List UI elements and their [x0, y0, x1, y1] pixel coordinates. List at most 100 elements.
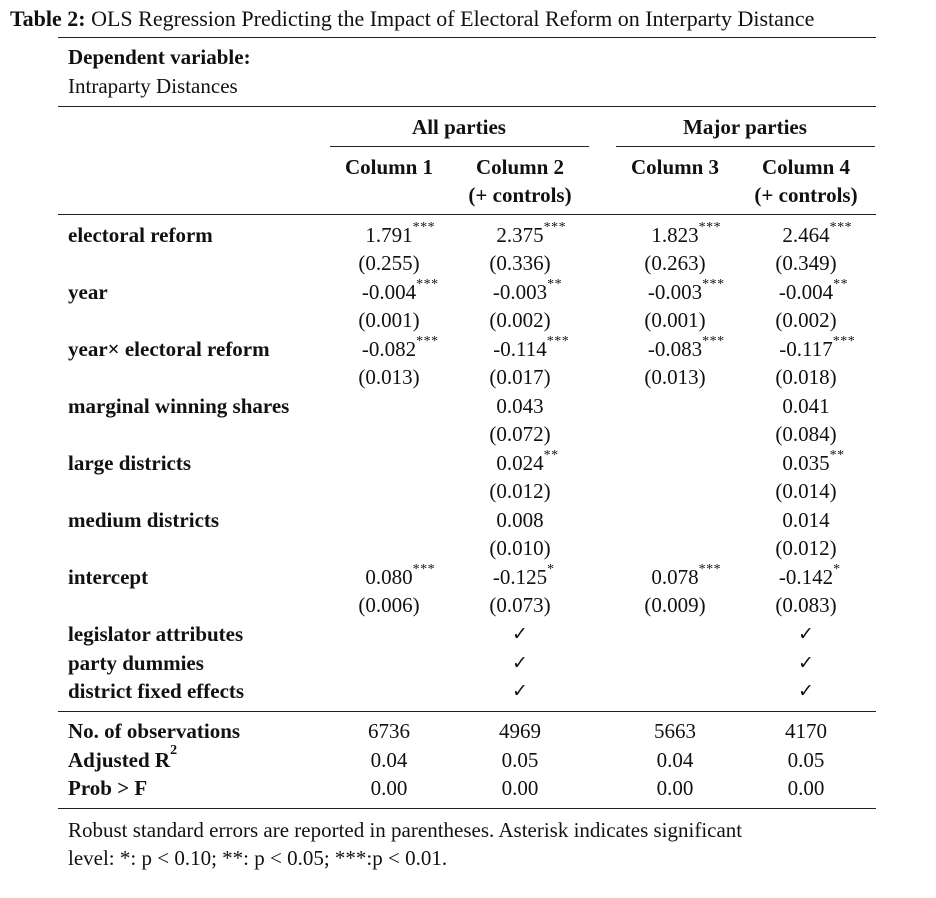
standard-error-cell: (0.073) [489, 593, 551, 617]
significance-stars: ** [829, 448, 845, 463]
standard-error-cell: (0.006) [358, 593, 420, 617]
significance-stars: *** [416, 277, 439, 292]
group-header-all-parties: All parties [412, 115, 506, 139]
coefficient-cell: -0.083 *** [647, 334, 725, 362]
standard-error-cell: (0.349) [775, 251, 837, 275]
standard-error-cell: (0.001) [358, 308, 420, 332]
group-header-major-parties: Major parties [683, 115, 807, 139]
table-title: OLS Regression Predicting the Impact of … [91, 6, 815, 31]
table-label: Table 2: [10, 6, 86, 31]
significance-stars: *** [412, 220, 436, 235]
row-label: electoral reform [68, 223, 213, 247]
coefficient-cell: 0.035 ** [782, 448, 844, 476]
coefficient-cell: -0.125 * [492, 562, 555, 590]
superscript: 2 [170, 742, 178, 758]
significance-stars: *** [832, 334, 856, 349]
control-row-label: district fixed effects [68, 679, 245, 703]
standard-error-cell: (0.002) [489, 308, 551, 332]
coefficient-value: -0.125 * [492, 562, 555, 589]
coefficient-cell: 0.080 *** [365, 562, 436, 590]
coefficient-value: 2.375 *** [496, 220, 567, 247]
coefficient-value: 1.791 *** [365, 220, 436, 247]
column-header-4: Column 4 [761, 155, 851, 179]
standard-error-cell: (0.012) [775, 536, 837, 560]
table-note-line-1: Robust standard errors are reported in p… [68, 818, 743, 842]
coefficient-cell: 0.043 [496, 394, 543, 419]
stats-row-name: No. of observations [68, 719, 241, 743]
column-header-4-subtitle: (+ controls) [754, 183, 858, 207]
row-label: large districts [68, 451, 192, 475]
significance-stars: *** [702, 277, 725, 292]
checkmark-icon: ✓ [512, 651, 528, 674]
stats-value: 0.00 [370, 776, 408, 800]
significance-stars: *** [416, 334, 439, 349]
stats-value: 0.04 [370, 747, 408, 772]
body-top-rule [58, 214, 876, 216]
column-header-1: Column 1 [344, 155, 434, 179]
checkmark-icon: ✓ [798, 651, 814, 674]
header-rule [58, 106, 876, 108]
standard-error-cell: (0.017) [489, 365, 551, 389]
significance-stars: ** [547, 277, 563, 292]
coefficient-value: -0.142 * [778, 562, 841, 589]
checkmark-icon: ✓ [512, 623, 528, 645]
stats-value: 4170 [785, 719, 827, 743]
column-header-3: Column 3 [630, 155, 720, 179]
top-rule [58, 37, 876, 39]
significance-stars: *** [698, 220, 722, 235]
coefficient-value: -0.004 ** [778, 277, 849, 304]
coefficient-cell: -0.142 * [778, 562, 841, 590]
coefficient-cell: 0.024 ** [496, 448, 558, 476]
bottom-rule [58, 808, 876, 810]
group-rule-major-parties [616, 146, 875, 148]
checkmark-icon: ✓ [798, 680, 814, 702]
table-note-line-2: level: *: p < 0.10; **: p < 0.05; ***:p … [68, 846, 448, 870]
coefficient-value: -0.117 *** [779, 334, 856, 361]
standard-error-cell: (0.013) [358, 365, 420, 389]
row-label: medium districts [68, 508, 220, 532]
stats-value: 0.00 [787, 776, 825, 800]
stats-value: 0.04 [656, 747, 694, 772]
standard-error-cell: (0.009) [644, 593, 706, 617]
standard-error-cell: (0.002) [775, 308, 837, 332]
standard-error-cell: (0.010) [489, 536, 551, 560]
column-header-2-subtitle: (+ controls) [468, 183, 572, 207]
significance-stars: *** [702, 334, 725, 349]
row-label: marginal winning shares [68, 394, 290, 418]
coefficient-value: 1.823 *** [651, 220, 722, 247]
control-row-label: party dummies [68, 650, 204, 675]
standard-error-cell: (0.012) [489, 479, 551, 503]
coefficient-value: -0.003 *** [647, 277, 725, 304]
stats-value: 0.05 [787, 747, 825, 772]
stats-row-label: Prob > F [68, 776, 147, 801]
standard-error-cell: (0.014) [775, 479, 837, 503]
dependent-variable-label: Dependent variable: [68, 45, 251, 69]
control-row-label: legislator attributes [68, 622, 244, 646]
group-rule-all-parties [330, 146, 589, 148]
coefficient-value: 0.080 *** [365, 562, 436, 589]
coefficient-value: -0.114 *** [493, 334, 570, 361]
checkmark-icon: ✓ [798, 623, 814, 645]
coefficient-cell: -0.082 *** [362, 334, 438, 362]
standard-error-cell: (0.072) [489, 422, 551, 446]
row-label: intercept [68, 565, 149, 589]
coefficient-cell: 0.078 *** [651, 562, 722, 590]
standard-error-cell: (0.336) [489, 251, 551, 275]
significance-stars: *** [698, 562, 722, 577]
coefficient-value: 0.078 *** [651, 562, 722, 589]
significance-stars: * [833, 562, 841, 577]
checkmark-icon: ✓ [512, 680, 528, 702]
stats-value: 0.05 [501, 747, 539, 772]
coefficient-value: 0.008 [496, 508, 544, 532]
coefficient-value: 0.043 [496, 394, 544, 418]
coefficient-cell: 2.464 *** [782, 220, 851, 248]
stats-rule [58, 711, 876, 713]
coefficient-cell: 1.823 *** [651, 220, 722, 248]
significance-stars: *** [829, 220, 853, 235]
row-label: year× electoral reform [68, 337, 270, 361]
coefficient-value: -0.083 *** [647, 334, 725, 361]
standard-error-cell: (0.001) [644, 308, 706, 332]
stats-row-label: No. of observations [68, 719, 240, 744]
coefficient-cell: 0.014 [782, 508, 829, 533]
stats-value: 0.00 [656, 776, 694, 800]
